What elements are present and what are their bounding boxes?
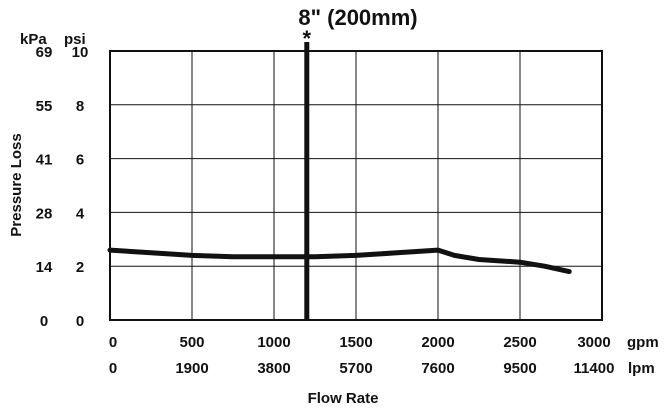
- x-unit-gpm: gpm: [627, 334, 659, 351]
- x-tick-gpm: 2000: [421, 334, 454, 351]
- series: [107, 247, 572, 275]
- y-tick-psi: 2: [76, 259, 84, 276]
- x-tick-lpm: 7600: [421, 360, 454, 377]
- x-unit-lpm: lpm: [628, 360, 655, 377]
- y-tick-kpa: 69: [36, 44, 53, 61]
- y-tick-kpa: 14: [36, 259, 53, 276]
- y-axis-label: Pressure Loss: [8, 133, 25, 236]
- x-tick-gpm: 1000: [257, 334, 290, 351]
- y-tick-kpa: 41: [36, 152, 53, 169]
- y-tick-psi: 0: [76, 313, 84, 330]
- tick-labels: 0 0 2 14 4 28 6 41 8 55 10 69 0 0 500 1900 1000 3800 1500 5…: [36, 44, 615, 377]
- y-unit-psi: psi: [64, 31, 86, 48]
- grid: [109, 50, 603, 321]
- x-tick-gpm: 1500: [339, 334, 372, 351]
- y-tick-psi: 10: [72, 44, 89, 61]
- x-tick-lpm: 0: [109, 360, 117, 377]
- pressure-loss-line: [107, 247, 572, 275]
- plot-frame: [109, 50, 603, 321]
- y-tick-kpa: 0: [40, 313, 48, 330]
- marker-asterisk: *: [303, 26, 312, 51]
- y-unit-kpa: kPa: [20, 31, 47, 48]
- chart-title: 8" (200mm): [298, 5, 417, 30]
- x-tick-gpm: 500: [179, 334, 204, 351]
- y-tick-psi: 4: [76, 205, 85, 222]
- y-tick-kpa: 28: [36, 205, 53, 222]
- x-tick-lpm: 1900: [175, 360, 208, 377]
- x-tick-gpm: 0: [109, 334, 117, 351]
- y-tick-psi: 6: [76, 152, 84, 169]
- x-tick-gpm: 3000: [577, 334, 610, 351]
- x-axis-label: Flow Rate: [308, 390, 379, 407]
- x-tick-lpm: 5700: [339, 360, 372, 377]
- y-tick-psi: 8: [76, 98, 84, 115]
- x-tick-lpm: 9500: [503, 360, 536, 377]
- x-tick-lpm: 11400: [574, 360, 615, 377]
- x-tick-gpm: 2500: [503, 334, 536, 351]
- marker: *: [303, 26, 312, 320]
- x-tick-lpm: 3800: [257, 360, 290, 377]
- y-tick-kpa: 55: [36, 98, 53, 115]
